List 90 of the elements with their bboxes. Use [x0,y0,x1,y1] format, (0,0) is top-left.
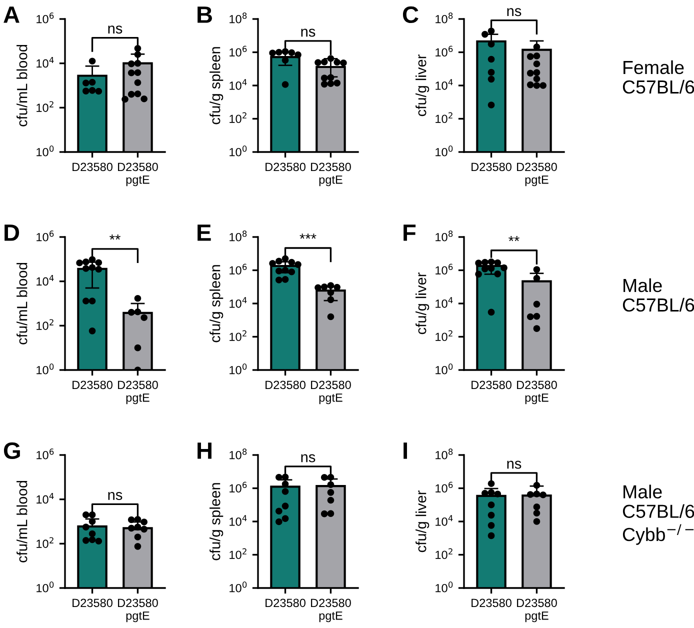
y-tick-label: 10$^{6}$ [230,264,247,275]
x-tick-label: D23580 [472,162,512,172]
y-tick-label: 10$^{2}$ [436,548,452,560]
chart-title: D [4,224,20,241]
y-tick-label: 10$^{2}$ [436,330,452,342]
x-tick-label: D23580 pgtE [517,598,557,622]
annotation: ns [507,460,522,469]
y-tick-label: 10$^{4}$ [230,515,247,526]
y-tick-label: 10$^{4}$ [230,297,247,308]
y-tick-label: 10$^{6}$ [36,230,54,242]
y-tick-label: 10$^{2}$ [230,112,246,124]
text: Female C57BL/6 [622,60,694,94]
y-tick-label: 10$^{0}$ [230,364,247,374]
y-axis-title: cfu/g spleen [210,47,224,124]
y-tick-label: 10$^{4}$ [36,56,54,68]
y-tick-label: 10$^{4}$ [436,515,453,526]
y-axis-title: cfu/g spleen [210,265,224,342]
annotation: *** [300,234,316,239]
annotation: ns [108,26,122,34]
chart-title: F [404,224,416,241]
y-tick-label: 10$^{4}$ [436,297,453,308]
y-axis-title: cfu/mL blood [16,262,28,344]
x-tick-label: D23580 pgtE [118,380,158,404]
x-tick-label: D23580 pgtE [118,598,158,622]
y-tick-label: 10$^{6}$ [230,46,247,57]
x-tick-label: D23580 pgtE [311,380,351,404]
chart-title: B [198,6,212,23]
x-tick-label: D23580 [266,162,306,172]
y-axis-title: cfu/g spleen [210,483,224,560]
y-tick-label: 10$^{2}$ [230,548,246,560]
y-tick-label: 10$^{2}$ [36,537,54,548]
y-tick-label: 10$^{0}$ [436,146,453,156]
y-tick-label: 10$^{0}$ [36,582,54,592]
y-tick-label: 10$^{0}$ [36,146,54,156]
y-tick-label: 10$^{8}$ [230,12,247,24]
y-tick-label: 10$^{6}$ [36,12,54,24]
y-tick-label: 10$^{6}$ [230,482,247,493]
chart-title: G [4,442,20,460]
y-tick-label: 10$^{2}$ [36,319,54,330]
x-tick-label: D23580 pgtE [311,598,351,622]
y-tick-label: 10$^{2}$ [436,112,452,124]
y-axis-title: cfu/g liver [416,490,430,552]
annotation: ns [301,28,316,37]
y-tick-label: 10$^{0}$ [36,364,54,374]
text: Male C57BL/6 [622,278,694,312]
chart-title: A [4,6,20,23]
y-axis-title: cfu/mL blood [16,480,28,562]
x-tick-label: D23580 [72,598,112,608]
annotation: ns [108,492,122,500]
y-tick-label: 10$^{4}$ [436,79,453,90]
annotation: ns [301,454,316,462]
y-tick-label: 10$^{0}$ [436,364,453,374]
y-tick-label: 10$^{8}$ [436,12,453,24]
x-tick-label: D23580 [266,598,306,608]
y-tick-label: 10$^{8}$ [436,230,453,242]
x-tick-label: D23580 [472,380,512,390]
chart-title: C [402,6,418,24]
y-axis-title: cfu/g liver [416,272,430,334]
y-tick-label: 10$^{2}$ [230,330,246,342]
annotation: ** [508,236,520,242]
y-tick-label: 10$^{6}$ [36,448,54,460]
y-tick-label: 10$^{6}$ [436,482,453,493]
x-tick-label: D23580 pgtE [311,162,351,186]
chart-title: I [404,442,407,459]
x-tick-label: D23580 [72,380,112,390]
y-tick-label: 10$^{6}$ [436,46,453,57]
y-tick-label: 10$^{4}$ [230,79,247,90]
y-tick-label: 10$^{0}$ [230,146,247,156]
y-axis-title: cfu/g liver [416,54,430,116]
x-tick-label: D23580 [72,162,112,172]
y-tick-label: 10$^{2}$ [36,101,54,112]
y-tick-label: 10$^{8}$ [230,230,247,242]
x-tick-label: D23580 pgtE [517,162,557,186]
y-tick-label: 10$^{8}$ [436,448,453,460]
x-tick-label: D23580 [266,380,306,390]
y-axis-title: cfu/mL blood [16,44,28,126]
annotation: ** [110,234,120,240]
x-tick-label: D23580 pgtE [517,380,557,404]
chart-title: E [198,224,211,241]
text: Male C57BL/6 Cybb$^{−/−}$ [622,484,694,545]
chart-title: H [198,442,212,459]
y-tick-label: 10$^{8}$ [230,448,247,460]
y-tick-label: 10$^{0}$ [436,582,453,592]
x-tick-label: D23580 [472,598,512,608]
y-tick-label: 10$^{6}$ [436,264,453,275]
y-tick-label: 10$^{4}$ [36,492,54,504]
y-tick-label: 10$^{0}$ [230,582,247,592]
y-tick-label: 10$^{4}$ [36,274,54,286]
text: ns [507,8,522,16]
x-tick-label: D23580 pgtE [118,162,158,186]
